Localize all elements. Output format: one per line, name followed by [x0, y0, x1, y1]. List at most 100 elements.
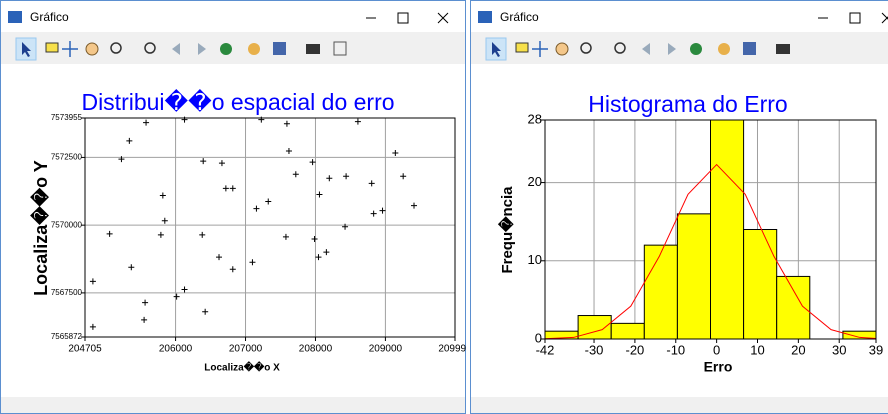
tool-palette[interactable] [248, 43, 260, 55]
chart-title: Distribui��o espacial do erro [81, 89, 394, 115]
tool-globe[interactable] [690, 43, 702, 55]
point [142, 299, 149, 306]
point [106, 230, 113, 237]
point [229, 185, 236, 192]
tool-table[interactable] [333, 41, 347, 56]
window-title: Gráfico [500, 10, 539, 24]
point [392, 150, 399, 157]
point [342, 223, 349, 230]
point [173, 293, 180, 300]
tool-cross[interactable] [532, 41, 548, 57]
tool-tip[interactable] [515, 42, 529, 53]
x-axis-label: Erro [704, 359, 733, 375]
close[interactable] [881, 12, 888, 24]
tool-forward[interactable] [668, 43, 676, 55]
y-tick-label: 20 [528, 174, 542, 189]
bar [743, 229, 778, 340]
x-tick-label: 10 [750, 342, 764, 357]
normal-curve [544, 163, 877, 340]
point [343, 173, 350, 180]
tool-save[interactable] [743, 42, 756, 55]
point [126, 137, 133, 144]
histogram-chart: -42 -30 -20 -10 0 10 20 30 39 0 10 20 28 Histograma d… [497, 91, 883, 375]
bar [676, 213, 712, 340]
point [89, 278, 96, 285]
point [161, 217, 168, 224]
y-tick-label: 28 [528, 111, 542, 126]
tool-camera[interactable] [306, 44, 320, 54]
tool-zoom-in[interactable] [580, 42, 592, 54]
maximize[interactable] [849, 12, 861, 24]
point [118, 156, 125, 163]
point [292, 171, 299, 178]
point [309, 159, 316, 166]
point [229, 266, 236, 273]
tool-camera[interactable] [776, 44, 790, 54]
point [218, 160, 225, 167]
tool-zoom-out[interactable] [614, 42, 626, 54]
point [181, 286, 188, 293]
tool-globe[interactable] [220, 43, 232, 55]
toolbar [471, 32, 888, 64]
bar [710, 119, 745, 340]
tool-icon [22, 42, 31, 57]
status-bar [471, 397, 888, 413]
tool-cross[interactable] [62, 41, 78, 57]
tool-zoom-out[interactable] [144, 42, 156, 54]
tool-palette[interactable] [718, 43, 730, 55]
point [411, 202, 418, 209]
point [283, 120, 290, 127]
bar [643, 244, 678, 340]
x-tick-label: -10 [666, 342, 685, 357]
y-tick-label: 0 [535, 330, 542, 345]
y-tick-label: 7567500 [51, 288, 83, 297]
x-tick-label: -30 [585, 342, 604, 357]
tool-icon [492, 42, 501, 57]
toolbar [1, 32, 465, 64]
x-tick-label: 209000 [369, 344, 403, 355]
app-icon [8, 11, 22, 23]
point [354, 118, 361, 125]
tool-zoom-in[interactable] [110, 42, 122, 54]
x-tick-label: -20 [626, 342, 645, 357]
tool-back[interactable] [642, 43, 650, 55]
plot-border [84, 117, 456, 338]
point [282, 233, 289, 240]
x-tick-label: 30 [832, 342, 846, 357]
point [157, 231, 164, 238]
point [400, 173, 407, 180]
y-tick-label: 7570000 [51, 220, 83, 229]
x-tick-label: 204705 [68, 344, 102, 355]
point [89, 323, 96, 330]
point [159, 192, 166, 199]
x-tick-label: 209995 [438, 344, 472, 355]
point [216, 254, 223, 261]
x-tick-label: 207000 [229, 344, 263, 355]
y-tick-label: 7565872 [51, 332, 83, 341]
point [128, 264, 135, 271]
tool-back[interactable] [172, 43, 180, 55]
x-tick-label: 208000 [299, 344, 333, 355]
point [315, 254, 322, 261]
maximize[interactable] [397, 12, 409, 24]
scatter-chart: 204705 206000 207000 208000 209000 209995 7565… [30, 89, 472, 374]
point [368, 180, 375, 187]
tool-save[interactable] [273, 42, 286, 55]
point [311, 235, 318, 242]
y-axis-label: Localiza��o Y [30, 160, 51, 296]
tool-pan[interactable] [85, 42, 99, 56]
point [200, 158, 207, 165]
point [222, 185, 229, 192]
point [326, 175, 333, 182]
point [285, 148, 292, 154]
bar [577, 315, 612, 340]
tool-pan[interactable] [555, 42, 569, 56]
point [249, 259, 256, 266]
point [141, 316, 148, 323]
tool-tip[interactable] [45, 42, 59, 53]
close[interactable] [437, 12, 449, 24]
point [370, 210, 377, 217]
x-tick-label: -42 [536, 342, 555, 357]
tool-forward[interactable] [198, 43, 206, 55]
